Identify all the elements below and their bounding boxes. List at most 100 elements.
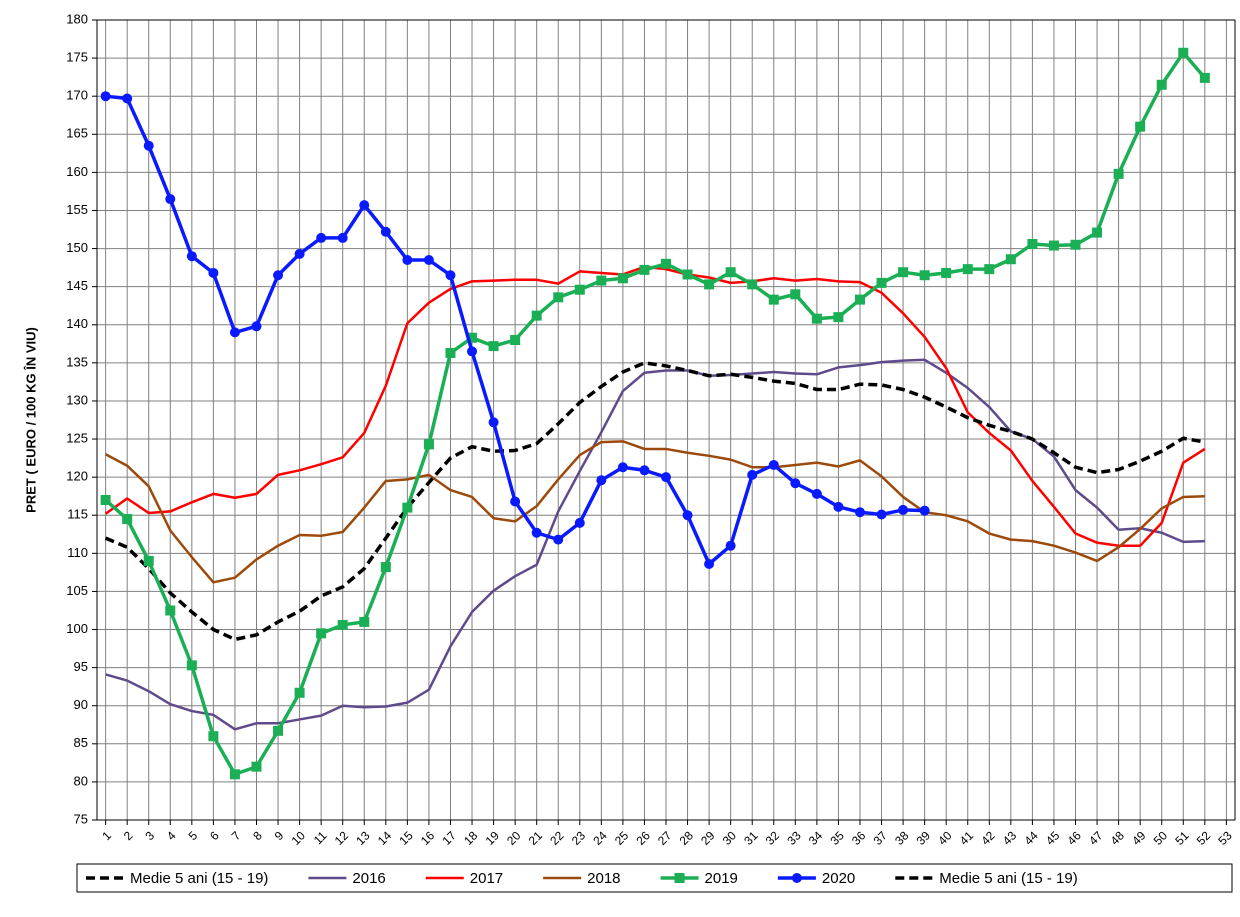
point [1048,240,1059,251]
point [790,289,801,300]
x-tick-label: 20 [504,828,524,848]
series-line [104,51,1207,777]
x-tick-label: 30 [720,828,740,848]
x-tick-label: 2 [121,828,136,843]
point [596,275,607,286]
y-tick-label: 115 [67,507,88,522]
point [423,255,434,265]
y-tick-label: 135 [66,354,88,369]
legend-label: 2020 [822,870,855,887]
y-tick-label: 140 [66,316,88,331]
x-tick-label: 41 [957,828,977,848]
point [337,232,348,243]
y-tick-label: 90 [74,697,88,712]
point [251,321,262,332]
x-tick-label: 32 [763,828,783,848]
y-tick-label: 100 [66,621,88,636]
x-tick-label: 34 [806,828,826,848]
point [876,509,887,520]
point [747,469,758,480]
point [445,347,456,358]
x-tick-label: 22 [547,828,567,848]
y-tick-label: 80 [74,773,88,788]
x-tick-label: 10 [289,828,309,848]
point [833,501,844,512]
x-tick-label: 14 [375,828,395,848]
point [1156,79,1167,90]
point [725,267,736,278]
point [725,540,736,551]
x-tick-label: 26 [633,828,653,848]
x-tick-label: 40 [935,828,955,848]
point [962,264,973,275]
x-tick-label: 49 [1129,828,1149,848]
point [919,270,930,281]
point [186,660,197,671]
point [100,495,111,505]
x-tick-label: 36 [849,828,869,848]
x-tick-label: 9 [272,828,287,843]
x-tick-label: 48 [1108,828,1128,848]
point [747,279,758,290]
point [811,313,822,324]
legend-label: 2019 [705,870,738,887]
y-tick-label: 165 [66,126,88,141]
legend-box [76,863,1233,893]
point [467,332,478,343]
point [574,284,585,295]
y-tick-label: 110 [67,545,88,560]
x-tick-label: 35 [827,828,847,848]
y-tick-label: 145 [66,278,88,293]
x-tick-label: 4 [164,828,179,843]
x-tick-label: 39 [914,828,934,848]
point [100,91,111,102]
x-tick-label: 16 [418,828,438,848]
y-tick-label: 175 [66,50,88,65]
x-tick-label: 45 [1043,828,1063,848]
x-tick-label: 6 [207,828,222,843]
y-tick-label: 155 [66,202,88,217]
point [1135,121,1146,132]
point [143,140,154,151]
point [596,475,607,486]
point [704,559,715,569]
point [898,267,909,278]
point [316,232,327,243]
point [208,731,219,742]
x-tick-label: 52 [1194,828,1214,848]
point [1092,227,1103,238]
x-tick-label: 46 [1065,828,1085,848]
point [854,294,865,305]
point [488,417,499,428]
point [617,462,628,473]
point [617,273,628,284]
y-tick-label: 180 [66,11,88,26]
point [229,327,240,338]
point [682,510,693,521]
x-tick-label: 21 [526,828,546,848]
x-tick-label: 43 [1000,828,1020,848]
x-tick-label: 29 [698,828,718,848]
series-line [104,361,1206,642]
x-tick-label: 23 [569,828,589,848]
x-tick-label: 8 [250,828,265,843]
x-tick-label: 38 [892,828,912,848]
y-tick-label: 170 [66,88,88,103]
point [531,527,542,538]
point [122,93,133,104]
x-tick-label: 3 [142,828,157,843]
point [811,488,822,499]
point [208,267,219,278]
x-tick-label: 24 [590,828,610,848]
point [510,496,521,507]
point [553,292,564,303]
y-axis-label: PRET ( EURO / 100 KG ÎN VIU) [23,327,38,513]
point [984,264,995,275]
x-tick-label: 12 [332,828,352,848]
y-tick-label: 85 [74,735,88,750]
y-tick-label: 130 [66,392,88,407]
plot-border [96,19,1236,821]
point [704,279,715,290]
x-tick-label: 47 [1086,828,1106,848]
x-tick-label: 17 [439,828,459,848]
